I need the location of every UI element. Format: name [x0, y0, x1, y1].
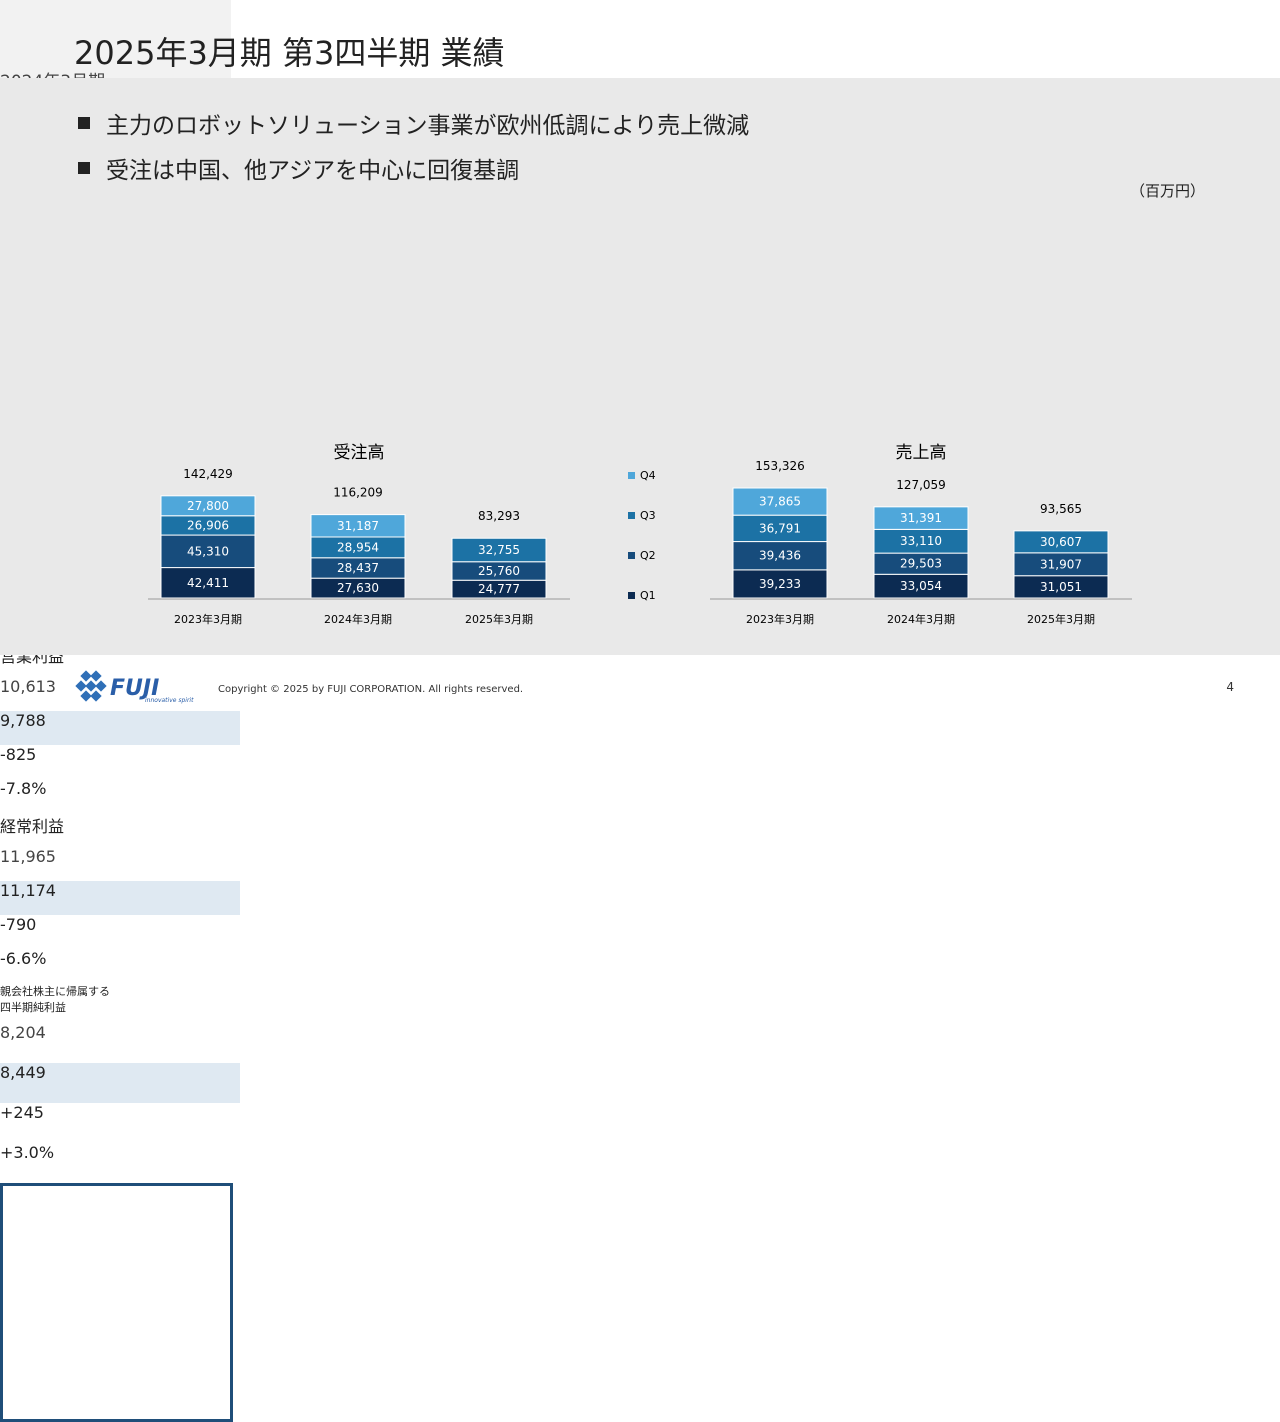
bar-segment: [873, 506, 969, 530]
bar-segment: [732, 487, 828, 516]
value-label: 26,906: [187, 518, 229, 532]
value-label: 39,233: [759, 577, 801, 591]
table-value: 11,965: [0, 847, 56, 866]
x-tick-label: 2023年3月期: [174, 612, 242, 626]
table-cell: -790: [0, 915, 241, 949]
value-label: 28,954: [337, 540, 379, 554]
page-number: 4: [1226, 680, 1234, 694]
x-tick-label: 2025年3月期: [465, 612, 533, 626]
value-label: 45,310: [187, 544, 229, 558]
slide: FUJI innovative spirit Copyright © 2025 …: [0, 78, 1280, 704]
legend-swatch: [628, 512, 635, 519]
total-label: 127,059: [896, 478, 946, 492]
bullet: 主力のロボットソリューション事業が欧州低調により売上微減: [78, 100, 749, 145]
table-cell: +245: [0, 1103, 241, 1143]
bullet-marker: [78, 161, 90, 174]
legend-swatch: [628, 552, 635, 559]
value-label: 37,865: [759, 495, 801, 509]
table-cell: +3.0%: [0, 1143, 241, 1183]
table-value: +245: [0, 1103, 44, 1122]
value-label: 39,436: [759, 549, 801, 563]
legend-swatch: [628, 472, 635, 479]
value-label: 25,760: [478, 564, 520, 578]
value-label: 31,051: [1040, 580, 1082, 594]
table-value: -6.6%: [0, 949, 47, 968]
x-tick-label: 2024年3月期: [887, 612, 955, 626]
bar-segment: [451, 537, 547, 563]
table-cell: 11,965: [0, 847, 240, 881]
bar-segment: [160, 567, 256, 599]
row-label: 親会社株主に帰属する: [0, 985, 110, 998]
bar-segment: [160, 495, 256, 517]
legend-label: Q1: [640, 589, 656, 602]
total-label: 83,293: [478, 509, 520, 523]
total-label: 142,429: [183, 467, 233, 481]
unit: （百万円）: [1130, 182, 1206, 200]
legend-label: Q2: [640, 549, 656, 562]
chart-title: 売上高: [896, 443, 947, 463]
total-label: 116,209: [333, 486, 383, 500]
row-label: 経常利益: [0, 817, 65, 836]
value-label: 42,411: [187, 576, 229, 590]
x-tick-label: 2024年3月期: [324, 612, 392, 626]
bar-segment: [732, 541, 828, 571]
value-label: 31,907: [1040, 557, 1082, 571]
bullet: 受注は中国、他アジアを中心に回復基調: [78, 145, 749, 190]
bullet-text: 受注は中国、他アジアを中心に回復基調: [106, 157, 520, 184]
bar-segment: [310, 514, 406, 538]
table-value: -825: [0, 745, 37, 764]
table-cell: 親会社株主に帰属する 四半期純利益: [0, 983, 231, 1023]
table-cell: -7.8%: [0, 779, 241, 813]
table-value: 8,204: [0, 1023, 46, 1042]
bullet-marker: [78, 116, 90, 129]
value-label: 24,777: [478, 582, 520, 596]
table-cell: 11,174: [0, 881, 240, 915]
table-value: 8,449: [0, 1063, 46, 1082]
x-tick-label: 2025年3月期: [1027, 612, 1095, 626]
value-label: 32,755: [478, 543, 520, 557]
table-value: -790: [0, 915, 37, 934]
logo-mark: [75, 670, 107, 702]
table-cell: -825: [0, 745, 241, 779]
value-label: 33,054: [900, 579, 942, 593]
table-value: 11,174: [0, 881, 56, 900]
value-label: 27,800: [187, 499, 229, 513]
bar-segment: [160, 534, 256, 569]
x-tick-label: 2023年3月期: [746, 612, 814, 626]
bar-segment: [732, 514, 828, 543]
table-value: 10,613: [0, 677, 56, 696]
table-value: -7.8%: [0, 779, 47, 798]
bullets: 主力のロボットソリューション事業が欧州低調により売上微減 受注は中国、他アジアを中…: [78, 100, 749, 190]
value-label: 30,607: [1040, 535, 1082, 549]
total-label: 153,326: [755, 459, 805, 473]
highlight-frame: [0, 1183, 233, 1422]
value-label: 27,630: [337, 581, 379, 595]
table-cell: [0, 0, 231, 67]
bar-segment: [1013, 530, 1109, 554]
table-cell: 8,204: [0, 1023, 240, 1063]
bullet-text: 主力のロボットソリューション事業が欧州低調により売上微減: [106, 112, 750, 139]
table-cell: 経常利益: [0, 813, 231, 847]
legend-swatch: [628, 592, 635, 599]
value-label: 29,503: [900, 557, 942, 571]
value-label: 33,110: [900, 534, 942, 548]
table-value: +3.0%: [0, 1143, 55, 1162]
logo-tagline: innovative spirit: [145, 697, 194, 704]
value-label: 28,437: [337, 561, 379, 575]
copyright: Copyright © 2025 by FUJI CORPORATION. Al…: [218, 684, 523, 695]
total-label: 93,565: [1040, 502, 1082, 516]
legend-label: Q4: [640, 469, 656, 482]
table-cell: 8,449: [0, 1063, 240, 1103]
table-cell: 10,613: [0, 677, 240, 711]
slide-title: 2025年3月期 第3四半期 業績: [74, 34, 505, 72]
legend-label: Q3: [640, 509, 656, 522]
row-label: 四半期純利益: [0, 1001, 66, 1014]
chart-title: 受注高: [334, 443, 385, 463]
value-label: 36,791: [759, 521, 801, 535]
value-label: 31,391: [900, 511, 942, 525]
value-label: 31,187: [337, 519, 379, 533]
logo-text: FUJI: [110, 676, 159, 701]
table-cell: -6.6%: [0, 949, 241, 983]
